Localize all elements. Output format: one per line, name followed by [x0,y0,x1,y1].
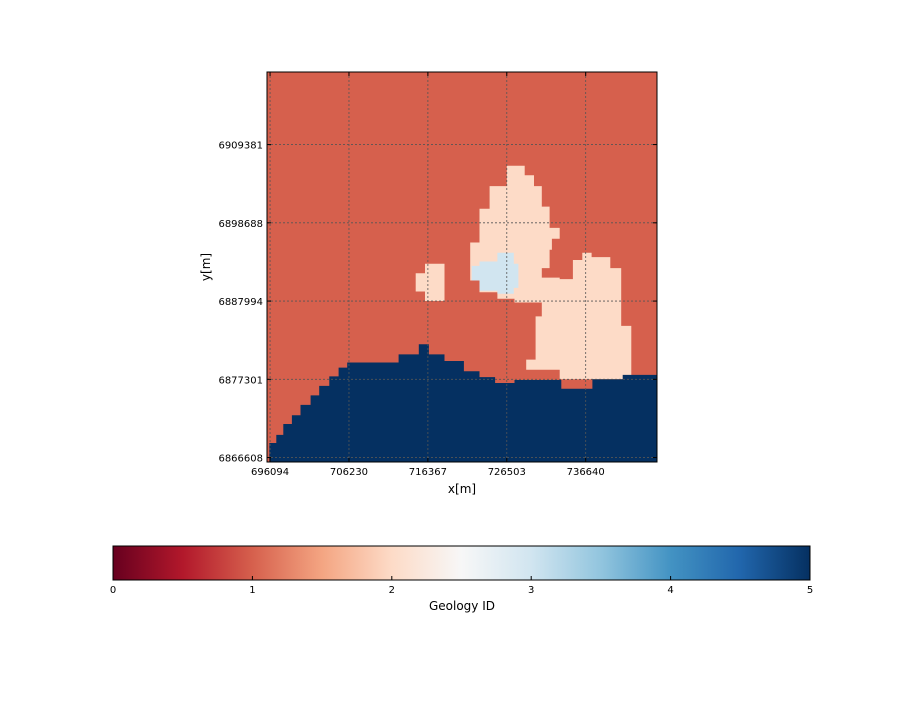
y-tick-label: 6909381 [218,141,263,152]
colorbar-bar [112,545,811,581]
geology-region-3 [471,252,519,294]
colorbar: 0 1 2 3 4 5 Geology ID [110,545,813,613]
y-tick-label: 6887994 [218,297,263,308]
colorbar-label: Geology ID [429,599,495,613]
x-tick-label: 696094 [251,467,289,478]
geology-region-4 [269,344,657,462]
colorbar-ticks: 0 1 2 3 4 5 [110,576,813,596]
colorbar-tick-label: 2 [389,585,395,596]
y-tick-label: 6877301 [218,375,263,386]
colorbar-tick-label: 3 [528,585,534,596]
geology-region-2 [415,263,445,301]
axes-frame [266,71,658,463]
colorbar-tick-label: 4 [667,585,673,596]
x-tick-label: 716367 [409,467,447,478]
y-tick-label: 6898688 [218,219,263,230]
x-tick-label: 736640 [567,467,605,478]
colorbar-tick-label: 0 [110,585,116,596]
x-tick-label: 726503 [488,467,526,478]
y-tick-label: 6866608 [218,454,263,465]
colorbar-tick-label: 5 [807,585,813,596]
map-axes: 696094 706230 716367 726503 736640 6909381 68… [199,71,658,496]
geology-regions [269,165,657,462]
y-axis-ticks: 6909381 6898688 6887994 6877301 6866608 [218,141,657,465]
x-tick-label: 706230 [330,467,368,478]
colorbar-tick-label: 1 [249,585,255,596]
grid-lines [267,72,657,462]
x-axis-label: x[m] [448,482,476,496]
y-axis-label: y[m] [199,253,213,281]
geology-region-1 [470,165,632,380]
x-axis-ticks: 696094 706230 716367 726503 736640 [251,72,605,478]
